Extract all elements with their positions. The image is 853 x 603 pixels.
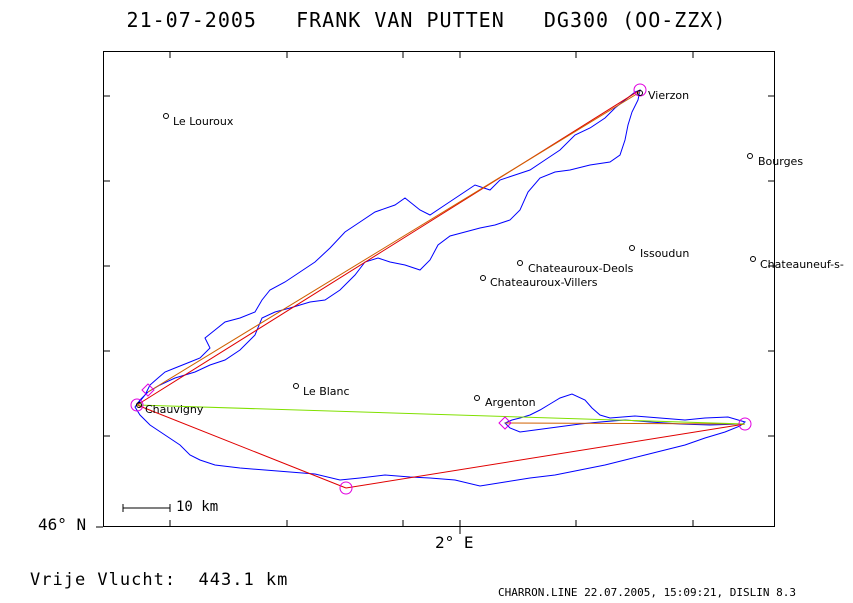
footer-info: CHARRON.LINE 22.07.2005, 15:09:21, DISLI… [498,586,797,599]
city-marker [293,383,299,389]
city-label-chauvigny: Chauvigny [145,403,204,416]
city-label-bourges: Bourges [758,155,804,168]
city-label-chateauroux-deols: Chateauroux-Deols [528,262,634,275]
longitude-label: 2° E [435,533,474,552]
free-flight-distance: Vrije Vlucht: 443.1 km [30,570,289,590]
scale-bar-label: 10 km [176,499,219,515]
city-label-le-blanc: Le Blanc [303,385,350,398]
city-marker [480,275,486,281]
axis-ticks [96,51,775,534]
city-label-issoudun: Issoudun [640,247,690,260]
city-marker [747,153,753,159]
city-markers [136,90,756,408]
city-marker [136,402,142,408]
course-lines [136,89,746,489]
city-label-argenton: Argenton [485,396,536,409]
city-label-le-louroux: Le Louroux [173,115,234,128]
flight-track [134,89,747,487]
scale-bar [122,504,171,512]
city-label-vierzon: Vierzon [648,89,690,102]
map-frame [103,51,775,527]
city-marker [629,245,635,251]
city-marker [163,113,169,119]
city-marker [517,260,523,266]
city-label-chateauroux-villers: Chateauroux-Villers [490,276,598,289]
city-label-chateauneuf: Chateauneuf-s- [760,258,844,271]
turnpoints [130,83,752,495]
latitude-label: 46° N [38,515,87,534]
city-marker [637,90,643,96]
map-title: 21-07-2005 FRANK VAN PUTTEN DG300 (OO-ZZ… [126,8,727,32]
city-marker [750,256,756,262]
city-marker [474,395,480,401]
